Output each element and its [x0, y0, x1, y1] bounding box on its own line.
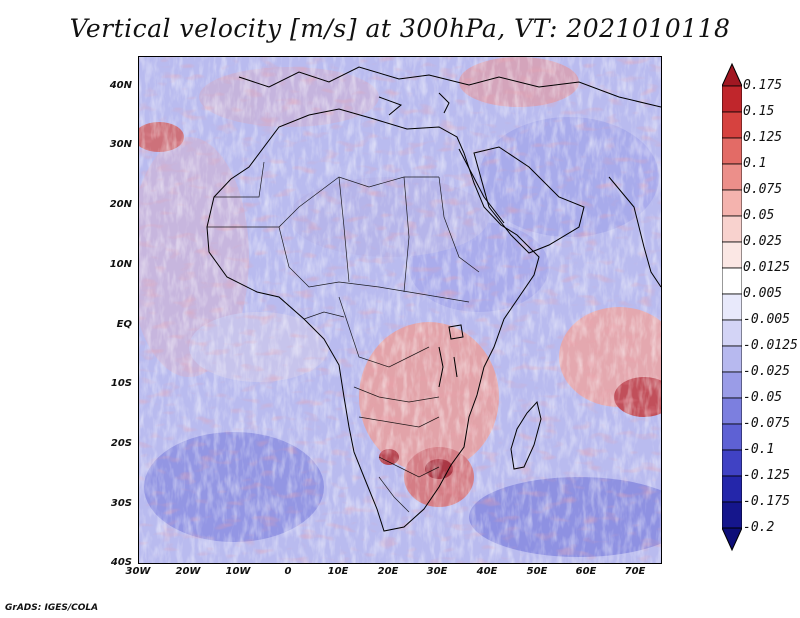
colorbar-swatch	[722, 449, 742, 477]
lon-label-30w: 30W	[125, 566, 151, 577]
lon-label-50e: 50E	[526, 566, 548, 577]
colorbar-label: 0.005	[743, 286, 783, 301]
colorbar-label: -0.125	[743, 468, 790, 483]
map-title: Vertical velocity [m/s] at 300hPa, VT: 2…	[69, 14, 731, 43]
colorbar-swatch	[722, 163, 742, 191]
colorbar-label: 0.05	[743, 208, 775, 223]
lon-label-10e: 10E	[327, 566, 349, 577]
colorbar	[722, 62, 742, 552]
lon-label-30e: 30E	[426, 566, 448, 577]
colorbar-label: -0.025	[743, 364, 790, 379]
colorbar-swatch	[722, 189, 742, 217]
lat-label-40s: 40S	[110, 557, 132, 568]
lat-label-10s: 10S	[110, 378, 132, 389]
colorbar-max-arrow	[722, 62, 742, 87]
lat-label-30n: 30N	[109, 139, 132, 150]
lon-label-0: 0	[284, 566, 292, 577]
lon-label-70e: 70E	[624, 566, 646, 577]
lat-label-40n: 40N	[109, 80, 132, 91]
colorbar-label: 0.1	[743, 156, 767, 171]
lon-label-20w: 20W	[175, 566, 201, 577]
colorbar-swatch	[722, 345, 742, 373]
colorbar-swatch	[722, 371, 742, 399]
colorbar-label: 0.0125	[743, 260, 790, 275]
grads-credit: GrADS: IGES/COLA	[5, 603, 99, 613]
colorbar-swatch	[722, 85, 742, 113]
arabia-coastline	[473, 146, 585, 254]
colorbar-label: -0.075	[743, 416, 790, 431]
lat-label-30s: 30S	[110, 498, 132, 509]
colorbar-swatch	[722, 137, 742, 165]
field-streaks-red	[139, 57, 661, 563]
colorbar-swatch	[722, 475, 742, 503]
coastlines	[206, 66, 661, 532]
lon-label-10w: 10W	[225, 566, 251, 577]
colorbar-label: -0.005	[743, 312, 790, 327]
colorbar-swatch	[722, 501, 742, 529]
colorbar-swatch	[722, 267, 742, 295]
colorbar-label: -0.0125	[743, 338, 798, 353]
colorbar-label: 0.125	[743, 130, 783, 145]
colorbar-label: 0.075	[743, 182, 783, 197]
colorbar-label: -0.2	[743, 520, 775, 535]
madagascar-coastline	[510, 400, 542, 470]
colorbar-swatch	[722, 397, 742, 425]
colorbar-label: -0.1	[743, 442, 775, 457]
lon-label-20e: 20E	[377, 566, 399, 577]
europe-coastline	[238, 66, 661, 108]
colorbar-swatch	[722, 215, 742, 243]
colorbar-min-arrow	[722, 527, 742, 552]
colorbar-label: 0.025	[743, 234, 783, 249]
colorbar-label: 0.175	[743, 78, 783, 93]
colorbar-label: -0.05	[743, 390, 783, 405]
india-coastline	[608, 176, 661, 288]
lat-label-10n: 10N	[109, 259, 132, 270]
lat-label-20n: 20N	[109, 199, 132, 210]
lon-label-60e: 60E	[575, 566, 597, 577]
lon-label-40e: 40E	[476, 566, 498, 577]
lat-label-eq: EQ	[116, 319, 132, 330]
colorbar-swatch	[722, 293, 742, 321]
colorbar-swatch	[722, 111, 742, 139]
colorbar-swatch	[722, 423, 742, 451]
lat-label-20s: 20S	[110, 438, 132, 449]
map-panel	[138, 56, 662, 564]
africa-coastline	[206, 108, 540, 532]
colorbar-swatch	[722, 319, 742, 347]
colorbar-label: 0.15	[743, 104, 775, 119]
country-borders	[207, 161, 480, 513]
colorbar-label: -0.175	[743, 494, 790, 509]
colorbar-swatch	[722, 241, 742, 269]
velocity-field-map	[139, 57, 661, 563]
